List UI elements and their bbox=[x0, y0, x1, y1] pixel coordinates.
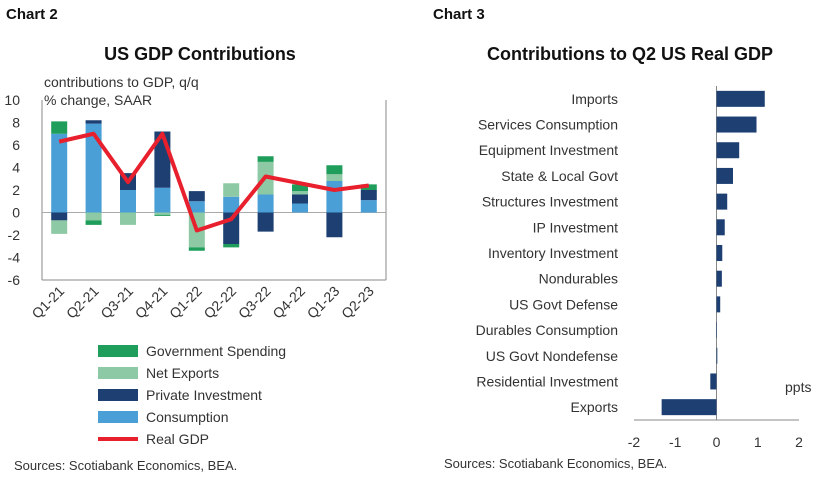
chart3-panel-label: Chart 3 bbox=[433, 6, 485, 23]
bar-private-investment-q4-22 bbox=[292, 194, 308, 204]
bar-consumption-q2-22 bbox=[223, 196, 240, 213]
bar-state-local-govt bbox=[716, 167, 733, 184]
bar-consumption-q4-22 bbox=[292, 203, 308, 213]
chart2-source: Sources: Scotiabank Economics, BEA. bbox=[14, 458, 238, 473]
bar-nondurables bbox=[716, 270, 722, 287]
bar-ip-investment bbox=[716, 219, 725, 236]
legend-label: Government Spending bbox=[146, 343, 286, 359]
legend-label: Real GDP bbox=[146, 431, 209, 447]
category-label: Nondurables bbox=[539, 271, 618, 287]
legend-label: Net Exports bbox=[146, 365, 219, 381]
bar-private-investment-q2-23 bbox=[360, 190, 377, 201]
category-label: US Govt Defense bbox=[509, 296, 618, 312]
bar-net-exports-q4-21 bbox=[154, 212, 171, 215]
bar-government-spending-q1-23 bbox=[326, 165, 343, 175]
bar-consumption-q1-21 bbox=[51, 133, 68, 213]
y-axis-label: contributions to GDP, q/q bbox=[44, 74, 199, 90]
category-label: Equipment Investment bbox=[479, 142, 618, 158]
y-tick-label: -4 bbox=[8, 250, 21, 266]
bar-government-spending-q3-22 bbox=[257, 156, 274, 162]
bar-private-investment-q2-21 bbox=[85, 120, 102, 124]
y-tick-label: -2 bbox=[8, 227, 21, 243]
bar-consumption-q2-21 bbox=[85, 123, 102, 213]
x-tick-label: 0 bbox=[713, 434, 721, 450]
category-label: Residential Investment bbox=[476, 373, 618, 389]
category-label: Imports bbox=[571, 91, 618, 107]
y-tick-label: -6 bbox=[8, 272, 21, 288]
category-label: IP Investment bbox=[533, 219, 618, 235]
bar-consumption-q4-21 bbox=[154, 187, 171, 213]
y-tick-label: 2 bbox=[12, 182, 20, 198]
bar-net-exports-q1-21 bbox=[51, 220, 68, 234]
bar-us-govt-defense bbox=[716, 296, 721, 313]
bar-inventory-investment bbox=[716, 245, 723, 261]
bar-government-spending-q1-21 bbox=[51, 121, 68, 134]
bar-government-spending-q2-21 bbox=[85, 220, 102, 225]
bar-imports bbox=[716, 90, 765, 107]
bar-private-investment-q3-22 bbox=[257, 212, 274, 232]
bar-durables-consumption bbox=[716, 322, 717, 339]
bar-consumption-q3-21 bbox=[120, 190, 136, 213]
category-label: US Govt Nondefense bbox=[486, 348, 619, 364]
chart3-title: Contributions to Q2 US Real GDP bbox=[486, 44, 773, 64]
chart2-title: US GDP Contributions bbox=[104, 44, 296, 64]
bar-consumption-q3-22 bbox=[257, 194, 274, 213]
category-label: Durables Consumption bbox=[476, 322, 618, 338]
category-label: State & Local Govt bbox=[501, 168, 618, 184]
category-label: Structures Investment bbox=[482, 194, 618, 210]
y-tick-label: 6 bbox=[12, 137, 20, 153]
chart3-source: Sources: Scotiabank Economics, BEA. bbox=[444, 456, 668, 471]
x-axis-unit-label: ppts bbox=[785, 379, 811, 395]
legend-swatch-consumption bbox=[98, 411, 138, 423]
y-tick-label: 8 bbox=[12, 115, 20, 131]
bar-consumption-q2-23 bbox=[360, 200, 377, 213]
real-gdp-line bbox=[58, 131, 370, 233]
x-tick-label: 1 bbox=[754, 434, 762, 450]
bar-equipment-investment bbox=[716, 142, 740, 159]
bar-private-investment-q1-22 bbox=[188, 191, 205, 202]
legend-swatch-net-exports bbox=[98, 367, 138, 379]
bar-us-govt-nondefense bbox=[716, 347, 718, 364]
bar-net-exports-q2-22 bbox=[223, 183, 240, 197]
legend-swatch-private-investment bbox=[98, 389, 138, 401]
bar-exports bbox=[661, 399, 717, 416]
bar-private-investment-q1-21 bbox=[51, 212, 68, 221]
bar-services-consumption bbox=[716, 116, 757, 133]
legend-label: Consumption bbox=[146, 409, 229, 425]
y-tick-label: 4 bbox=[12, 160, 20, 176]
bar-private-investment-q1-23 bbox=[326, 212, 343, 238]
chart2-panel-label: Chart 2 bbox=[6, 6, 58, 23]
category-label: Inventory Investment bbox=[488, 245, 618, 261]
bar-residential-investment bbox=[710, 373, 717, 390]
bar-net-exports-q1-23 bbox=[326, 174, 343, 181]
bar-government-spending-q4-22 bbox=[292, 184, 308, 192]
bar-government-spending-q4-21 bbox=[154, 214, 171, 216]
bar-net-exports-q4-22 bbox=[292, 191, 308, 195]
bar-net-exports-q2-21 bbox=[85, 212, 102, 221]
x-tick-label: -1 bbox=[669, 434, 682, 450]
y-tick-label: 0 bbox=[12, 205, 20, 221]
bar-government-spending-q2-22 bbox=[223, 244, 240, 248]
y-axis-label: % change, SAAR bbox=[44, 92, 152, 108]
category-label: Exports bbox=[571, 399, 618, 415]
bar-net-exports-q3-21 bbox=[120, 212, 136, 225]
bar-structures-investment bbox=[716, 193, 728, 210]
x-tick-label: 2 bbox=[795, 434, 803, 450]
bar-consumption-q1-22 bbox=[188, 201, 205, 213]
legend-label: Private Investment bbox=[146, 387, 262, 403]
legend-swatch-government-spending bbox=[98, 345, 138, 357]
y-tick-label: 10 bbox=[4, 92, 20, 108]
x-tick-label: -2 bbox=[628, 434, 641, 450]
category-label: Services Consumption bbox=[478, 117, 618, 133]
bar-government-spending-q1-22 bbox=[188, 247, 205, 251]
